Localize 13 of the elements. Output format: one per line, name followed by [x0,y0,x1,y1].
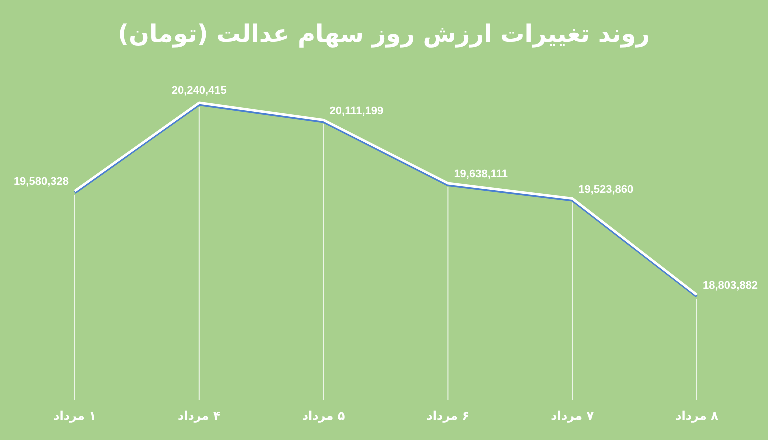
x-tick-label: ۶ مرداد [426,409,470,423]
data-label: 18,803,882 [703,280,758,292]
x-tick-label: ۵ مرداد [302,409,346,423]
data-label: 19,638,111 [454,168,508,180]
chart-title: روند تغییرات ارزش روز سهام عدالت (تومان) [118,20,650,48]
data-label: 20,240,415 [172,85,227,97]
data-label: 19,523,860 [578,184,634,196]
data-label: 20,111,199 [330,105,384,118]
data-label: 19,580,328 [14,176,69,188]
x-tick-label: ۸ مرداد [676,409,720,423]
x-tick-label: ۱ مرداد [54,409,96,423]
x-tick-label: ۷ مرداد [551,409,595,423]
x-tick-label: ۴ مرداد [178,409,221,423]
